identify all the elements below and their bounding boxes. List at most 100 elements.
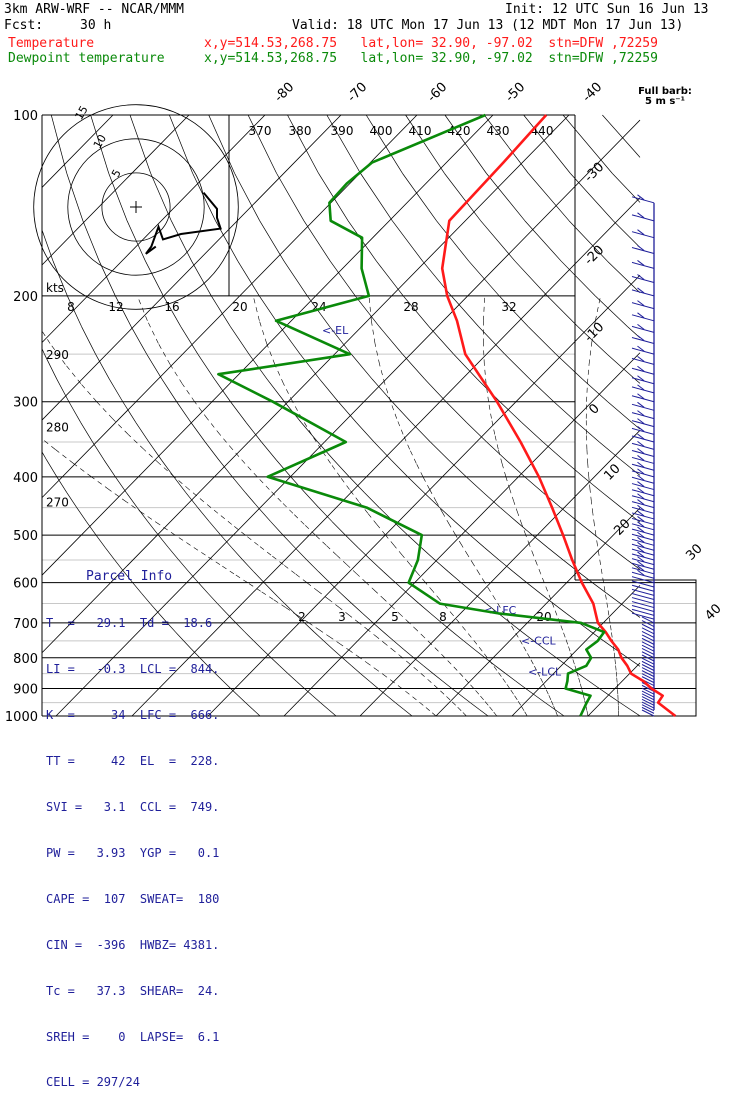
moist-adiabat-line [257, 477, 269, 490]
dry-adiabat-line [611, 548, 627, 560]
dry-adiabat-line [364, 493, 379, 508]
wind-barb [642, 631, 654, 637]
wind-barb [632, 484, 654, 490]
level-marker: <-LCL [528, 666, 562, 679]
dry-adiabat-line [440, 508, 455, 522]
dry-adiabat-line [162, 379, 177, 402]
dry-adiabat-line [522, 423, 543, 442]
moist-adiabat-line [416, 463, 423, 476]
parcel-info-line: SVI = 3.1 CCL = 749. [46, 800, 236, 815]
moist-adiabat-line [469, 683, 474, 689]
moist-adiabat-line [159, 463, 174, 476]
moist-adiabat-line [401, 615, 409, 623]
dry-adiabat-line [563, 460, 583, 477]
dry-adiabat-line [412, 423, 431, 442]
dry-adiabat-line [408, 477, 424, 493]
hodograph-ring-label: 5 [109, 167, 124, 180]
moist-adiabat-line [537, 565, 541, 574]
dry-adiabat-line [602, 115, 640, 157]
dry-adiabat-line [599, 442, 621, 460]
moist-adiabat-line [602, 574, 603, 583]
wind-barb [632, 413, 654, 419]
theta-label: 370 [249, 124, 272, 138]
dry-adiabat-line [435, 560, 448, 572]
moist-adiabat-line [601, 565, 603, 574]
dry-adiabat-line [379, 327, 402, 355]
dry-adiabat-line [437, 221, 469, 261]
moist-adiabat-line [560, 623, 563, 630]
moist-adiabat-line [572, 658, 574, 664]
pressure-tick-label: 100 [13, 109, 38, 124]
wind-barb [642, 691, 654, 697]
theta-label: 400 [370, 124, 393, 138]
mixing-ratio-label: 8 [67, 300, 75, 314]
moist-adiabat-line [474, 688, 479, 694]
moist-adiabat-line [380, 364, 385, 383]
dry-adiabat-line [149, 442, 162, 460]
moist-adiabat-line [611, 630, 612, 637]
moist-adiabat-line [284, 384, 293, 402]
hodograph-ring-label: 15 [73, 104, 91, 123]
dry-adiabat-line [532, 535, 548, 548]
dry-adiabat-line [219, 460, 232, 477]
wind-barb [632, 215, 654, 221]
theta-label: 440 [531, 124, 554, 138]
dry-adiabat-line [209, 522, 220, 535]
dry-adiabat-line [578, 674, 589, 682]
moist-adiabat-line [524, 711, 527, 716]
dry-adiabat-line [161, 460, 173, 477]
wind-barb [632, 513, 654, 519]
moist-adiabat-line [554, 608, 557, 616]
dry-adiabat-line [451, 296, 478, 327]
wind-barb [632, 464, 654, 470]
dry-adiabat-line [444, 173, 480, 221]
dry-adiabat-line [81, 423, 93, 442]
dry-adiabat-line [430, 442, 448, 460]
moist-adiabat-line [409, 623, 417, 630]
dry-adiabat-line [231, 402, 247, 423]
moist-adiabat-line [431, 683, 438, 689]
moist-adiabat-line [477, 644, 482, 651]
dry-adiabat-line [47, 460, 57, 477]
dry-adiabat-line [548, 548, 563, 560]
isotherm-label: -50 [503, 80, 529, 106]
dry-adiabat-line [404, 709, 412, 716]
moist-adiabat-line [349, 615, 359, 623]
moist-adiabat-line [402, 688, 409, 694]
moist-adiabat-line [589, 344, 592, 365]
moist-adiabat-line [394, 683, 402, 689]
dry-adiabat-line [147, 354, 162, 379]
dry-adiabat-line [433, 674, 442, 682]
moist-adiabat-line [456, 705, 461, 710]
dry-adiabat-line [610, 696, 620, 703]
moist-adiabat-line [548, 694, 551, 700]
dry-adiabat-line [474, 649, 485, 657]
wind-barb [632, 477, 654, 483]
parcel-info-line: Tc = 37.3 SHEAR= 24. [46, 984, 236, 999]
moist-adiabat-line [501, 677, 505, 683]
wind-barb [632, 457, 654, 463]
moist-adiabat-line [514, 630, 518, 637]
dry-adiabat-line [254, 641, 263, 650]
dry-adiabat-line [93, 442, 104, 460]
wind-barb [632, 338, 654, 344]
dry-adiabat-line [632, 423, 640, 430]
parcel-info-line: CELL = 297/24 [46, 1075, 236, 1090]
dry-adiabat-line [334, 460, 350, 477]
dry-adiabat-line [332, 522, 345, 535]
dry-adiabat-line [429, 327, 454, 355]
dry-adiabat-line [304, 623, 314, 632]
dry-adiabat-line [424, 493, 440, 508]
dry-adiabat-line [607, 593, 621, 603]
moist-adiabat-line [258, 545, 271, 555]
moist-adiabat-line [253, 296, 259, 321]
full-barb-value: 5 m s⁻¹ [645, 96, 685, 107]
moist-adiabat-line [195, 402, 208, 419]
moist-adiabat-line [426, 583, 433, 592]
dry-adiabat-line [351, 354, 372, 379]
moist-adiabat-line [275, 364, 284, 383]
dry-adiabat-line [209, 115, 235, 173]
theta-label: 410 [409, 124, 432, 138]
